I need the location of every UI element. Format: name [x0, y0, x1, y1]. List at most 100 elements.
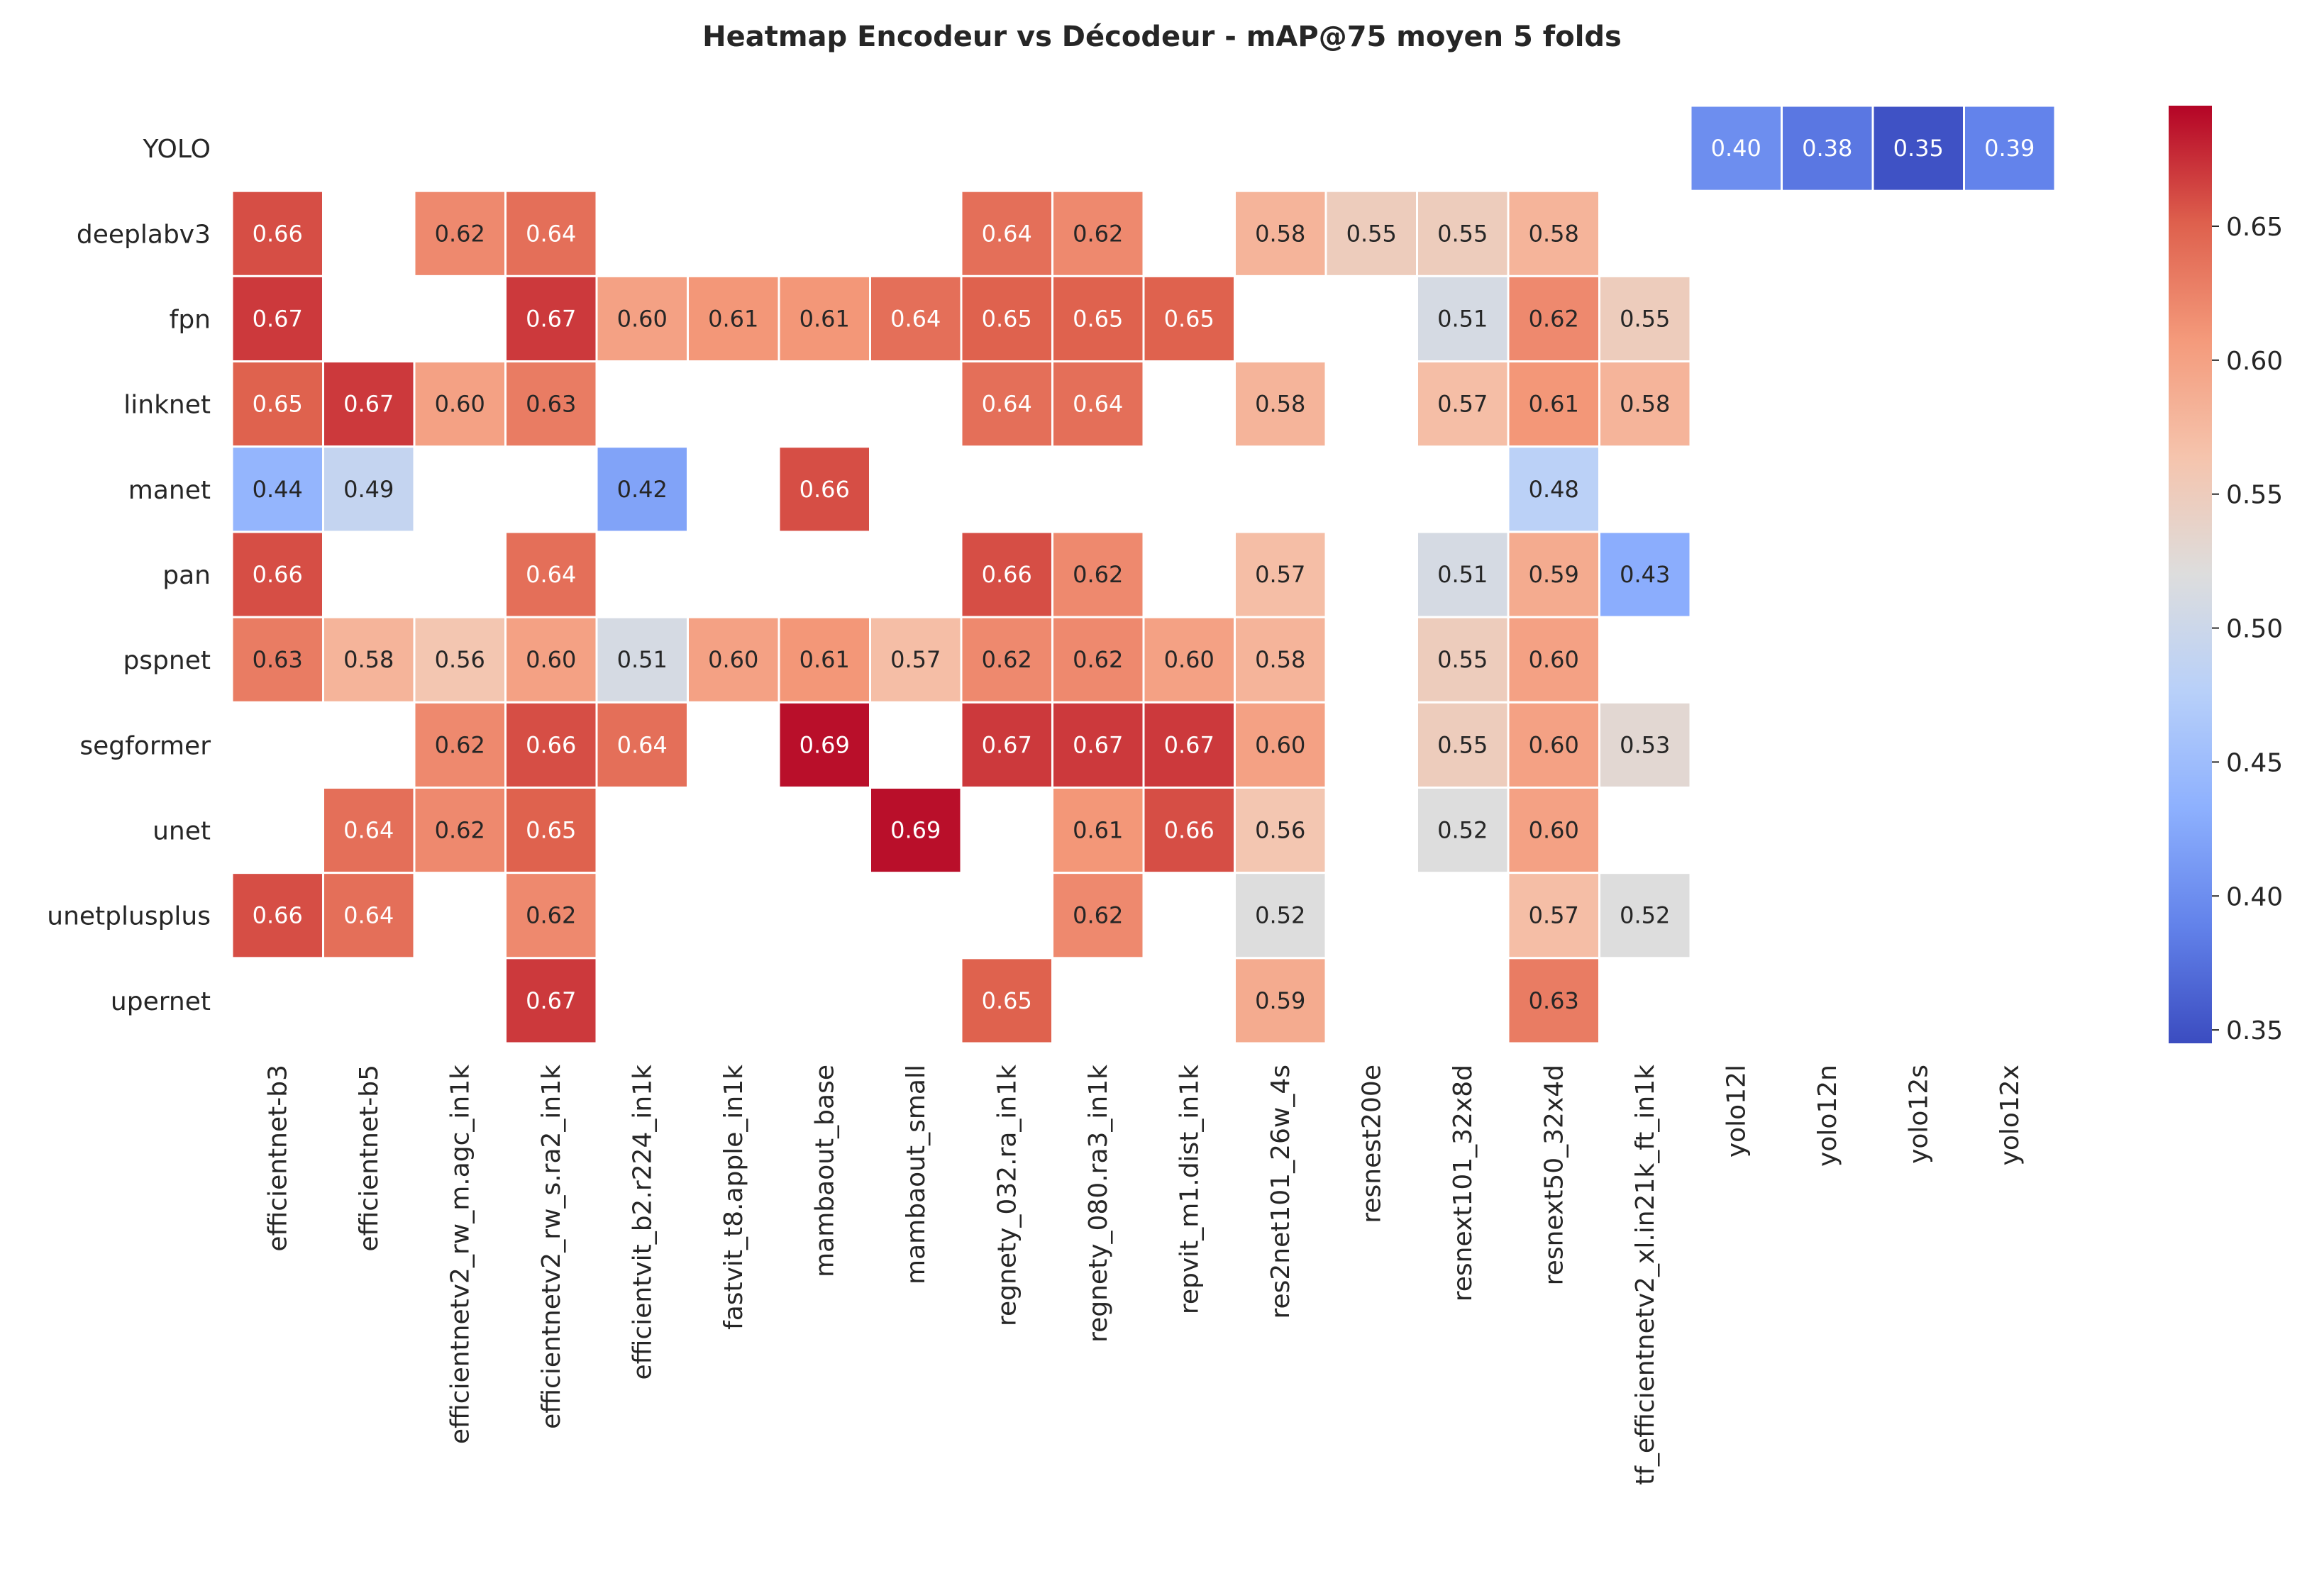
- heatmap-cell-unet-efficientnetv2-rw-s-ra2-in1k: [504, 786, 598, 875]
- cell-value-label: 0.64: [343, 817, 394, 844]
- heatmap-cell-deeplabv3-efficientnetv2-rw-m-agc-in1k: [413, 189, 507, 277]
- row-label-manet: manet: [128, 476, 211, 505]
- heatmap-cell-pspnet-mambaout-small: [869, 616, 963, 704]
- colorbar-tick-label: 0.45: [2226, 748, 2283, 777]
- heatmap-cell-deeplabv3-regnety-032-ra-in1k: [960, 189, 1053, 277]
- column-label-resnext101-32x8d: resnext101_32x8d: [1449, 1065, 1478, 1301]
- row-label-linknet: linknet: [123, 391, 211, 420]
- column-label-efficientnet-b5: efficientnet-b5: [355, 1065, 384, 1252]
- heatmap-cell-unet-res2net101-26w-4s: [1234, 786, 1327, 875]
- cell-value-label: 0.66: [253, 561, 303, 588]
- heatmap-cell-pan-regnety-080-ra3-in1k: [1051, 531, 1145, 618]
- cell-value-label: 0.60: [526, 646, 576, 673]
- cell-value-label: 0.66: [982, 561, 1032, 588]
- heatmap-cell-pan-efficientnetv2-rw-s-ra2-in1k: [504, 531, 598, 618]
- cell-value-label: 0.51: [1437, 561, 1488, 588]
- column-label-fastvit-t8-apple-in1k: fastvit_t8.apple_in1k: [719, 1065, 748, 1330]
- heatmap-cell-manet-mambaout-base: [778, 445, 871, 533]
- cell-value-label: 0.60: [1164, 646, 1214, 673]
- heatmap-cell-linknet-efficientnet-b5: [322, 360, 416, 448]
- cell-value-label: 0.49: [343, 476, 394, 503]
- heatmap-cell-fpn-resnext101-32x8d: [1416, 274, 1510, 363]
- cell-value-label: 0.61: [1529, 391, 1579, 418]
- colorbar-tick-label: 0.60: [2226, 347, 2283, 376]
- cell-value-label: 0.58: [1620, 391, 1670, 418]
- column-label-tf-efficientnetv2-xl-in21k-ft-in1k: tf_efficientnetv2_xl.in21k_ft_in1k: [1631, 1065, 1660, 1485]
- cell-value-label: 0.52: [1620, 902, 1670, 929]
- heatmap-cell-unet-efficientnet-b5: [322, 786, 416, 875]
- cell-value-label: 0.58: [1255, 220, 1305, 247]
- colorbar-gradient: [2169, 106, 2212, 1043]
- heatmap-cell-upernet-res2net101-26w-4s: [1234, 957, 1327, 1045]
- cell-value-label: 0.62: [435, 817, 485, 844]
- cell-value-label: 0.65: [982, 987, 1032, 1014]
- cell-value-label: 0.67: [253, 305, 303, 332]
- heatmap-cell-segformer-tf-efficientnetv2-xl-in21k-ft-in1k: [1598, 701, 1692, 789]
- cell-value-label: 0.57: [890, 646, 941, 673]
- heatmap-cell-upernet-efficientnetv2-rw-s-ra2-in1k: [504, 957, 598, 1045]
- cell-value-label: 0.62: [1073, 220, 1123, 247]
- cell-value-label: 0.58: [1255, 391, 1305, 418]
- cell-value-label: 0.51: [1437, 305, 1488, 332]
- heatmap-cell-segformer-efficientvit-b2-r224-in1k: [595, 701, 689, 789]
- cell-value-label: 0.64: [343, 902, 394, 929]
- heatmap-cell-segformer-regnety-080-ra3-in1k: [1051, 701, 1145, 789]
- cell-value-label: 0.61: [708, 305, 758, 332]
- column-label-efficientnetv2-rw-s-ra2-in1k: efficientnetv2_rw_s.ra2_in1k: [537, 1065, 566, 1429]
- heatmap-cell-unetplusplus-efficientnet-b5: [322, 872, 416, 960]
- cell-value-label: 0.67: [526, 305, 576, 332]
- heatmap-cell-linknet-res2net101-26w-4s: [1234, 360, 1327, 448]
- cell-value-label: 0.35: [1893, 135, 1944, 162]
- column-labels: efficientnet-b3 efficientnet-b5 efficientn…: [263, 1065, 2025, 1485]
- cell-value-label: 0.67: [1164, 731, 1214, 758]
- cell-value-label: 0.56: [435, 646, 485, 673]
- heatmap-cell-pspnet-efficientvit-b2-r224-in1k: [595, 616, 689, 704]
- heatmap-cell-deeplabv3-resnext101-32x8d: [1416, 189, 1510, 277]
- cell-value-label: 0.55: [1437, 646, 1488, 673]
- cell-value-label: 0.67: [1073, 731, 1123, 758]
- cell-value-label: 0.67: [982, 731, 1032, 758]
- heatmap-cell-linknet-regnety-080-ra3-in1k: [1051, 360, 1145, 448]
- cell-value-label: 0.59: [1255, 987, 1305, 1014]
- cell-value-label: 0.64: [526, 220, 576, 247]
- heatmap-cell-pspnet-efficientnet-b3: [231, 616, 324, 704]
- heatmap-cell-pan-tf-efficientnetv2-xl-in21k-ft-in1k: [1598, 531, 1692, 618]
- cell-value-label: 0.62: [1073, 561, 1123, 588]
- cell-value-label: 0.62: [1073, 902, 1123, 929]
- column-label-efficientnetv2-rw-m-agc-in1k: efficientnetv2_rw_m.agc_in1k: [446, 1065, 475, 1444]
- cell-value-label: 0.67: [343, 391, 394, 418]
- heatmap-cell-segformer-regnety-032-ra-in1k: [960, 701, 1053, 789]
- cell-value-label: 0.65: [526, 817, 576, 844]
- heatmap-cell-pspnet-repvit-m1-dist-in1k: [1142, 616, 1236, 704]
- cell-value-label: 0.65: [253, 391, 303, 418]
- heatmap-cell-upernet-regnety-032-ra-in1k: [960, 957, 1053, 1045]
- heatmap-cell-segformer-efficientnetv2-rw-s-ra2-in1k: [504, 701, 598, 789]
- cell-value-label: 0.62: [1529, 305, 1579, 332]
- cell-value-label: 0.64: [1073, 391, 1123, 418]
- heatmap-cell-unetplusplus-tf-efficientnetv2-xl-in21k-ft-in1k: [1598, 872, 1692, 960]
- heatmap-cell-deeplabv3-res2net101-26w-4s: [1234, 189, 1327, 277]
- heatmap-cell-pspnet-mambaout-base: [778, 616, 871, 704]
- heatmap-cell-fpn-repvit-m1-dist-in1k: [1142, 274, 1236, 363]
- cell-value-label: 0.57: [1255, 561, 1305, 588]
- row-label-segformer: segformer: [79, 731, 211, 760]
- heatmap-cell-segformer-mambaout-base: [778, 701, 871, 789]
- cell-value-label: 0.61: [799, 305, 850, 332]
- chart-title: Heatmap Encodeur vs Décodeur - mAP@75 mo…: [702, 21, 1622, 53]
- cell-value-label: 0.55: [1346, 220, 1397, 247]
- row-labels: YOLO deeplabv3 fpn linknet manet pan pspnet seg…: [47, 135, 211, 1016]
- cell-value-label: 0.52: [1255, 902, 1305, 929]
- cell-value-label: 0.62: [435, 220, 485, 247]
- heatmap-cell-yolo-yolo12s: [1871, 104, 1965, 192]
- heatmap-cell-unet-resnext101-32x8d: [1416, 786, 1510, 875]
- cell-value-label: 0.55: [1437, 731, 1488, 758]
- cell-value-label: 0.60: [1529, 646, 1579, 673]
- heatmap-cell-manet-efficientnet-b3: [231, 445, 324, 533]
- cell-value-label: 0.66: [799, 476, 850, 503]
- cell-value-label: 0.60: [1255, 731, 1305, 758]
- heatmap-cell-pan-res2net101-26w-4s: [1234, 531, 1327, 618]
- heatmap-cell-yolo-yolo12x: [1963, 104, 2057, 192]
- heatmap-cell-fpn-fastvit-t8-apple-in1k: [687, 274, 780, 363]
- colorbar-tick-label: 0.35: [2226, 1016, 2283, 1045]
